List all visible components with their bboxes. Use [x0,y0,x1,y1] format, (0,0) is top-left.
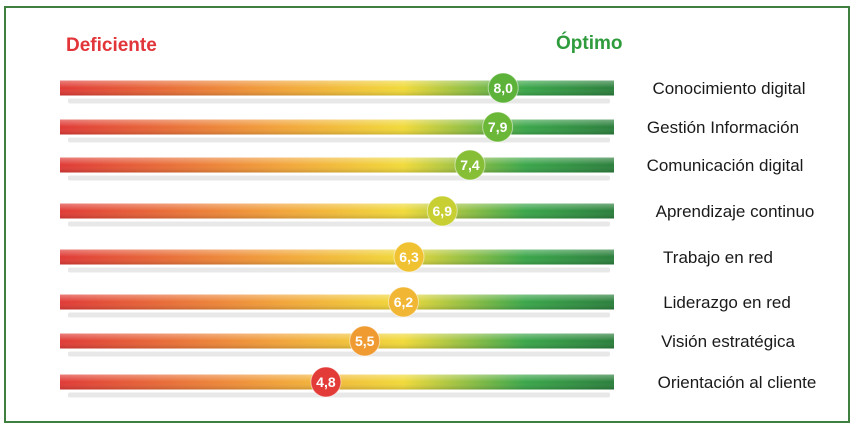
value-label: 5,5 [355,333,375,349]
bar-shadow [68,351,610,357]
scale-low-label: Deficiente [66,35,157,56]
bar-row: 5,5 Visión estratégica [60,325,795,357]
scale-high-label: Óptimo [556,33,623,54]
bar-shadow [68,392,610,398]
bar-row: 4,8 Orientación al cliente [60,366,817,398]
bar-shadow [68,137,610,143]
bar-shadow [68,312,610,318]
category-label: Liderazgo en red [663,293,791,312]
category-label: Gestión Información [647,118,799,137]
value-label: 6,2 [394,294,414,310]
value-marker [482,111,514,143]
bar-row: 6,9 Aprendizaje continuo [60,195,815,227]
bar-gloss [60,203,614,219]
category-label: Trabajo en red [663,248,773,267]
bar-row: 7,4 Comunicación digital [60,149,804,181]
value-label: 8,0 [493,80,513,96]
value-label: 6,3 [399,249,419,265]
category-label: Visión estratégica [661,332,795,351]
bar-gloss [60,80,614,96]
bar-shadow [68,175,610,181]
category-label: Orientación al cliente [658,373,817,392]
bar-row: 6,2 Liderazgo en red [60,286,791,318]
category-label: Aprendizaje continuo [656,202,815,221]
value-marker [349,325,381,357]
bar-gloss [60,119,614,135]
bar-gloss [60,294,614,310]
value-marker [387,286,419,318]
value-label: 7,9 [488,119,508,135]
value-label: 4,8 [316,374,336,390]
bar-shadow [68,221,610,227]
value-marker [426,195,458,227]
bar-row: 6,3 Trabajo en red [60,241,773,273]
bar-row: 8,0 Conocimiento digital [60,72,806,104]
value-label: 6,9 [433,203,453,219]
value-marker [310,366,342,398]
bar-gloss [60,333,614,349]
value-marker [393,241,425,273]
bar-shadow [68,267,610,273]
category-label: Conocimiento digital [652,79,805,98]
bar-gloss [60,249,614,265]
category-label: Comunicación digital [647,156,804,175]
value-label: 7,4 [460,157,480,173]
bar-row: 7,9 Gestión Información [60,111,799,143]
bar-gloss [60,157,614,173]
bar-shadow [68,98,610,104]
value-marker [454,149,486,181]
value-marker [487,72,519,104]
